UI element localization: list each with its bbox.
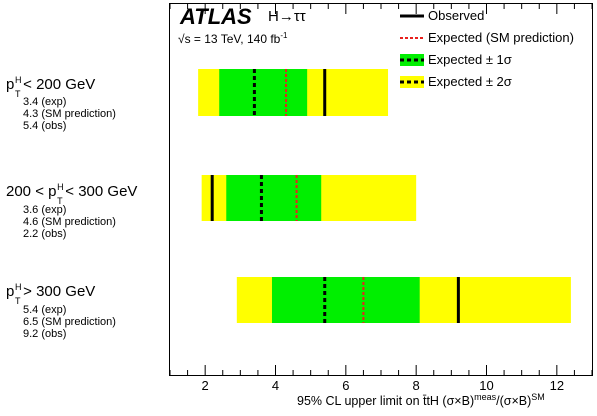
row-2-pt-t: T (57, 196, 63, 206)
row-1-label-post: < 200 GeV (19, 75, 96, 93)
energy-exponent: -1 (280, 31, 288, 40)
x-tick-label: 4 (272, 378, 279, 393)
x-axis-title-main: 95% CL upper limit on t̄tH (σ×B) (297, 394, 475, 409)
row-2-pt-h: H (57, 182, 64, 192)
legend-expected-label: Expected (SM prediction) (428, 30, 574, 45)
x-tick-label: 6 (342, 378, 349, 393)
x-axis-title-sup1: meas (474, 392, 497, 402)
legend-swatches (400, 14, 424, 88)
row-3-pt-t: T (15, 296, 21, 306)
legend-observed-label: Observed (428, 8, 485, 23)
row-2-label-post: < 300 GeV (61, 182, 138, 200)
row-3-label-post: > 300 GeV (19, 282, 96, 300)
row-1-pt-h: H (15, 75, 22, 85)
bands-layer (198, 69, 571, 323)
row-2-obs-value: 2.2 (obs) (23, 228, 67, 240)
row-2-sm-value: 4.6 (SM prediction) (23, 216, 116, 228)
x-axis-title-sup2: SM (531, 392, 545, 402)
atlas-label: ATLAS (180, 4, 252, 29)
row-2-pt-p: p (48, 183, 57, 200)
row-2-label-pre: 200 < (6, 182, 49, 200)
row-3-exp-value: 5.4 (exp) (23, 304, 67, 316)
row-3-obs-value: 9.2 (obs) (23, 328, 67, 340)
x-tick-label: 10 (479, 378, 493, 393)
x-axis-title-mid: /(σ×B) (496, 394, 532, 409)
x-tick-label: 2 (202, 378, 209, 393)
legend-2sigma-label: Expected ± 2σ (428, 74, 512, 89)
row-1-pt-p: p (6, 76, 15, 93)
row-1-exp-value: 3.4 (exp) (23, 96, 67, 108)
channel-label: H→ττ (268, 8, 306, 25)
row-3-pt-p: p (6, 283, 15, 300)
x-tick-label: 8 (413, 378, 420, 393)
legend-1sigma-swatch (400, 54, 424, 66)
row-3-pt-h: H (15, 282, 22, 292)
legend-1sigma-label: Expected ± 1σ (428, 52, 512, 67)
plot-frame (169, 3, 593, 376)
energy-label: √s = 13 TeV, 140 fb-1 (178, 31, 287, 46)
band-1sigma-row-2 (226, 175, 322, 221)
band-1sigma-row-1 (219, 69, 308, 116)
lines-layer (210, 69, 460, 323)
x-axis-title: 95% CL upper limit on t̄tH (σ×B)meas/(σ×… (297, 392, 545, 408)
energy-text: √s = 13 TeV, 140 fb (178, 32, 281, 46)
row-1-obs-value: 5.4 (obs) (23, 120, 67, 132)
legend-2sigma-swatch (400, 76, 424, 88)
x-tick-label: 12 (550, 378, 564, 393)
row-1-pt-t: T (15, 89, 21, 99)
band-1sigma-row-3 (271, 277, 420, 323)
row-3-sm-value: 6.5 (SM prediction) (23, 316, 116, 328)
row-2-exp-value: 3.6 (exp) (23, 204, 67, 216)
ticks-layer: 2 4 6 8 10 12 (169, 4, 593, 393)
row-1-sm-value: 4.3 (SM prediction) (23, 108, 116, 120)
